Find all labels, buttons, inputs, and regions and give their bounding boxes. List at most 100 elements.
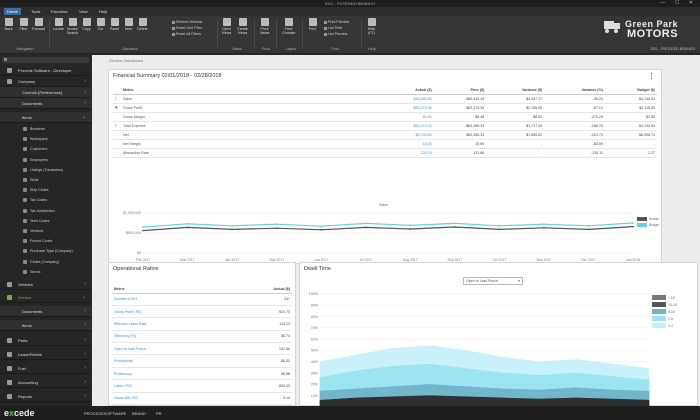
sidebar-item-company[interactable]: Company ›	[0, 76, 91, 87]
invoke-search-button[interactable]: Invoke Search	[66, 18, 79, 35]
data-point[interactable]	[320, 225, 323, 228]
column-header[interactable]: Actual ($)	[227, 285, 292, 294]
menu-tools[interactable]: Tools	[31, 9, 41, 14]
expand-toggle-icon[interactable]	[113, 130, 121, 140]
actual-cell[interactable]: $3,795.50	[381, 130, 434, 140]
sidebar-leaf-item[interactable]: Tax Codes	[0, 196, 91, 204]
create-views-button[interactable]: Create Views	[236, 18, 249, 35]
data-point[interactable]	[364, 222, 367, 225]
expand-toggle-icon[interactable]	[113, 112, 121, 122]
sidebar-item-parts[interactable]: Parts ›	[0, 335, 91, 346]
reset-grid-filter-button[interactable]: Reset Grid Filter	[172, 26, 202, 30]
metric-link[interactable]: Open to Last Punch	[112, 342, 228, 356]
data-point[interactable]	[186, 226, 189, 229]
metric-link[interactable]: Proficiency	[112, 367, 228, 381]
sidebar-item-service-items[interactable]: Items ›	[0, 320, 91, 331]
sidebar-item-fuel[interactable]: Fuel ›	[0, 363, 91, 374]
data-point[interactable]	[409, 224, 412, 227]
column-header[interactable]: Metric	[112, 285, 228, 294]
metric-link[interactable]: Productivity	[112, 354, 228, 368]
metric-link[interactable]: Gross Profit / RO	[112, 305, 228, 319]
print-button[interactable]: Print	[306, 18, 319, 31]
sidebar-leaf-item[interactable]: Stores	[0, 268, 91, 276]
table-row[interactable]: Hours Bill / RO 3.14	[112, 392, 292, 406]
column-header[interactable]: Budget ($)	[604, 86, 657, 95]
menu-favorites[interactable]: Favorites	[51, 9, 68, 14]
new-button[interactable]: New	[122, 18, 135, 31]
sidebar-leaf-item[interactable]: Purchase Type (Company)	[0, 247, 91, 255]
actual-cell[interactable]: $63,273.43	[381, 121, 434, 131]
sidebar-item-vehicles[interactable]: Vehicles ›	[0, 279, 91, 290]
delete-button[interactable]: Delete	[136, 18, 149, 31]
data-point[interactable]	[498, 228, 501, 231]
data-point[interactable]	[275, 227, 278, 230]
filter-button[interactable]: Filter	[17, 18, 30, 31]
metric-link[interactable]: Efficiency (%)	[112, 330, 228, 344]
data-point[interactable]	[587, 228, 590, 231]
data-point[interactable]	[364, 226, 367, 229]
sidebar-leaf-item[interactable]: Customers	[0, 145, 91, 153]
menu-help[interactable]: Help	[99, 9, 108, 14]
data-point[interactable]	[275, 223, 278, 226]
table-row[interactable]: Gross Profit / RO 924.73	[112, 305, 292, 319]
back-button[interactable]: Back	[2, 18, 15, 31]
pivot-views-button[interactable]: Pivot Views	[258, 18, 271, 35]
expand-toggle-icon[interactable]	[113, 139, 121, 149]
field-chooser-button[interactable]: Field Chooser	[282, 18, 296, 35]
actual-cell[interactable]: 89.00	[381, 112, 434, 122]
expand-toggle-icon[interactable]: ▾	[113, 103, 121, 113]
sidebar-leaf-item[interactable]: Branches	[0, 125, 91, 133]
data-point[interactable]	[632, 222, 634, 224]
table-row[interactable]: Net Margin 16.00 19.89- -83.59-	[113, 139, 657, 149]
sidebar-item-service[interactable]: Service ⌄	[0, 292, 91, 303]
paste-button[interactable]: Paste	[108, 18, 121, 31]
data-point[interactable]	[231, 224, 233, 227]
kebab-menu-icon[interactable]: ⋮	[648, 73, 655, 80]
metric-link[interactable]: Hours Bill / RO	[112, 392, 228, 406]
data-point[interactable]	[453, 222, 456, 225]
sidebar-item-accounting[interactable]: Accounting ›	[0, 377, 91, 388]
data-point[interactable]	[453, 226, 456, 228]
actual-cell[interactable]: $63,275.36	[381, 103, 434, 113]
sidebar-item-service-documents[interactable]: Documents ›	[0, 306, 91, 317]
sidebar-leaf-item[interactable]: Employees	[0, 156, 91, 164]
table-row[interactable]: Number of RO 247	[112, 293, 292, 306]
data-point[interactable]	[632, 225, 634, 228]
sidebar-leaf-item[interactable]: Pocket Codes	[0, 237, 91, 245]
sidebar-item-lease-rental[interactable]: Lease/Rental ›	[0, 349, 91, 360]
refresh-window-button[interactable]: Refresh Window	[172, 20, 202, 24]
data-point[interactable]	[409, 228, 412, 230]
sidebar-leaf-item[interactable]: Listings (Translation)	[0, 166, 91, 174]
sidebar-leaf-item[interactable]: Term Codes	[0, 217, 91, 225]
actual-cell[interactable]: 16.00	[381, 139, 434, 149]
column-header[interactable]: Prior ($)	[433, 86, 487, 95]
column-header[interactable]: Variance ($)	[486, 86, 545, 95]
data-point[interactable]	[587, 224, 590, 227]
column-header[interactable]: Variance (%)	[544, 86, 605, 95]
sidebar-leaf-item[interactable]: Codes (Company)	[0, 258, 91, 266]
help-button[interactable]: Help (F1)	[365, 18, 378, 35]
sidebar-leaf-item[interactable]: Workspace	[0, 135, 91, 143]
actual-cell[interactable]: $83,830.00	[381, 94, 434, 104]
column-header[interactable]: Metric	[121, 86, 381, 95]
table-row[interactable]: Efficiency (%) 86.74	[112, 330, 292, 344]
data-point[interactable]	[186, 222, 189, 225]
dwell-metric-select[interactable]: Open to Last Punch ▾	[463, 277, 523, 285]
table-row[interactable]: Gross Margin 89.00 88.48 $8.52 -275.28 $2.50	[113, 112, 657, 122]
metric-link[interactable]: Labor / RO	[112, 379, 228, 393]
sidebar-leaf-item[interactable]: Tax Jurisdiction	[0, 207, 91, 215]
table-row[interactable]: Absorption Rate 129.78 131.86- -136.11 1.27	[113, 148, 657, 158]
expand-toggle-icon[interactable]: ›	[113, 94, 121, 104]
sidebar-item-documents[interactable]: Documents ›	[0, 98, 91, 109]
data-point[interactable]	[231, 228, 233, 231]
data-point[interactable]	[543, 223, 545, 226]
window-controls[interactable]: — ☐ ✕	[660, 0, 697, 6]
table-row[interactable]: ▾ Gross Profit $63,275.36 $63,275.36 $2,765.…	[113, 103, 657, 113]
actual-cell[interactable]: 129.78	[381, 148, 434, 158]
sidebar-item-developer[interactable]: Procede Software - Developer	[0, 65, 91, 76]
sidebar-leaf-item[interactable]: Skills	[0, 176, 91, 184]
sidebar-search[interactable]	[2, 57, 89, 63]
forward-button[interactable]: Forward	[32, 18, 45, 31]
table-row[interactable]: Effective Labor Rate 114.23	[112, 317, 292, 331]
reset-all-filters-button[interactable]: Reset All Filters	[172, 32, 201, 36]
